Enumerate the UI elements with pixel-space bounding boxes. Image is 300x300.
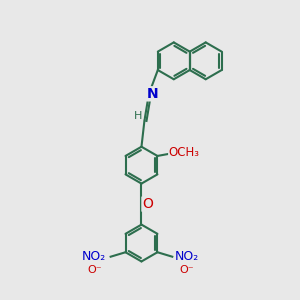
Text: OCH₃: OCH₃ bbox=[169, 146, 200, 160]
Text: NO₂: NO₂ bbox=[175, 250, 199, 263]
Text: O⁻: O⁻ bbox=[180, 265, 194, 275]
Text: H: H bbox=[134, 111, 143, 121]
Text: N: N bbox=[147, 87, 158, 101]
Text: NO₂: NO₂ bbox=[82, 250, 106, 263]
Text: O⁻: O⁻ bbox=[87, 265, 102, 275]
Text: O: O bbox=[142, 197, 153, 211]
